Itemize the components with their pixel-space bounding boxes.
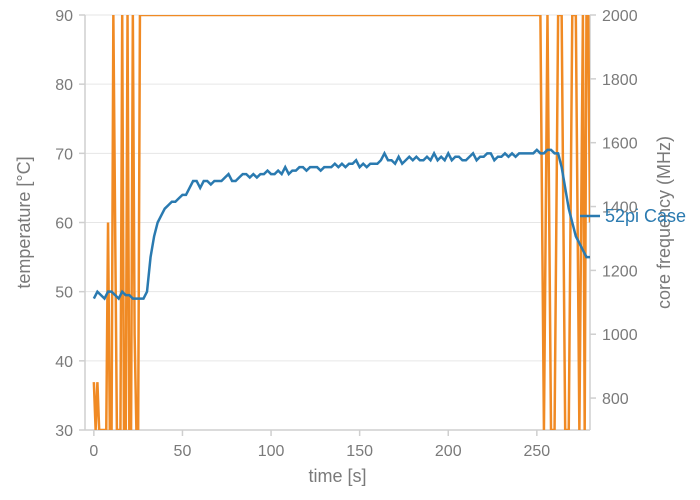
x-tick-label: 50 [174, 443, 192, 460]
y-left-tick-label: 30 [55, 423, 73, 440]
y-right-tick-label: 1000 [602, 327, 638, 344]
y-left-tick-label: 70 [55, 146, 73, 163]
y-right-tick-label: 1800 [602, 72, 638, 89]
x-tick-label: 250 [523, 443, 550, 460]
y-left-tick-label: 60 [55, 216, 73, 233]
x-tick-label: 0 [89, 443, 98, 460]
y-left-tick-label: 40 [55, 354, 73, 371]
y-right-tick-label: 800 [602, 391, 629, 408]
y-left-axis-label: temperature [°C] [14, 156, 34, 288]
y-right-tick-label: 1200 [602, 263, 638, 280]
y-right-tick-label: 2000 [602, 8, 638, 25]
x-tick-label: 200 [435, 443, 462, 460]
y-left-tick-label: 90 [55, 8, 73, 25]
y-left-tick-label: 50 [55, 285, 73, 302]
x-tick-label: 150 [346, 443, 373, 460]
y-left-tick-label: 80 [55, 77, 73, 94]
x-tick-label: 100 [258, 443, 285, 460]
x-axis-label: time [s] [308, 466, 366, 486]
legend-label: 52pi Case [605, 206, 686, 226]
y-right-tick-label: 1600 [602, 136, 638, 153]
dual-axis-chart: 0 50 100 150 200 250 time [s] 30 40 50 60 70 80 90 tem… [0, 0, 700, 500]
chart-svg: 0 50 100 150 200 250 time [s] 30 40 50 60 70 80 90 tem… [0, 0, 700, 500]
